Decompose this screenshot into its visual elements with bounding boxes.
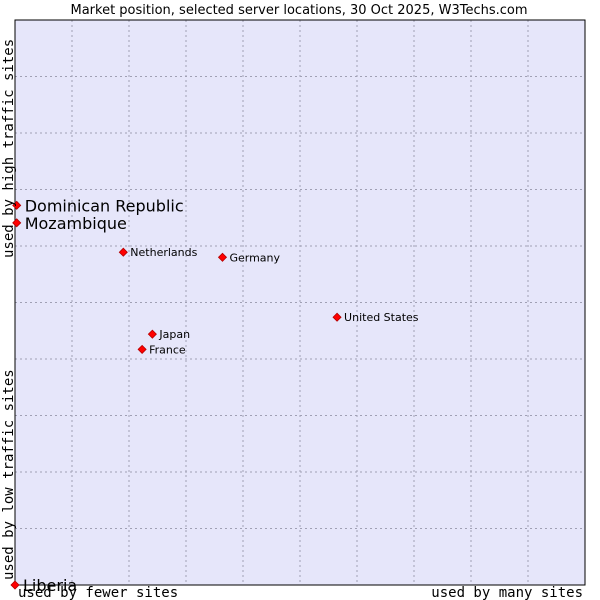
- data-label-mozambique: Mozambique: [25, 214, 127, 233]
- data-point-france: [137, 344, 147, 354]
- data-label-germany: Germany: [229, 251, 280, 264]
- data-label-liberia: Liberia: [23, 576, 77, 595]
- x-axis-label-left: used by fewer sites: [18, 585, 178, 600]
- data-label-france: France: [149, 343, 186, 356]
- data-point-dominican-republic: [12, 200, 22, 210]
- data-point-netherlands: [118, 247, 128, 257]
- data-point-mozambique: [12, 218, 22, 228]
- plot-border: [14, 19, 586, 586]
- y-axis-label-top: used by high traffic sites: [1, 39, 17, 258]
- grid-lines: [15, 20, 585, 585]
- data-point-united-states: [332, 312, 342, 322]
- x-axis-label-right: used by many sites: [431, 585, 583, 600]
- chart-title: Market position, selected server locatio…: [70, 3, 527, 18]
- y-axis-label-bottom: used by low traffic sites: [1, 369, 17, 580]
- data-point-japan: [147, 329, 157, 339]
- data-label-netherlands: Netherlands: [130, 246, 197, 259]
- data-label-united-states: United States: [344, 311, 419, 324]
- data-point-germany: [217, 252, 228, 262]
- data-label-dominican-republic: Dominican Republic: [25, 196, 184, 215]
- data-label-japan: Japan: [158, 328, 190, 341]
- data-point-liberia: [10, 580, 20, 590]
